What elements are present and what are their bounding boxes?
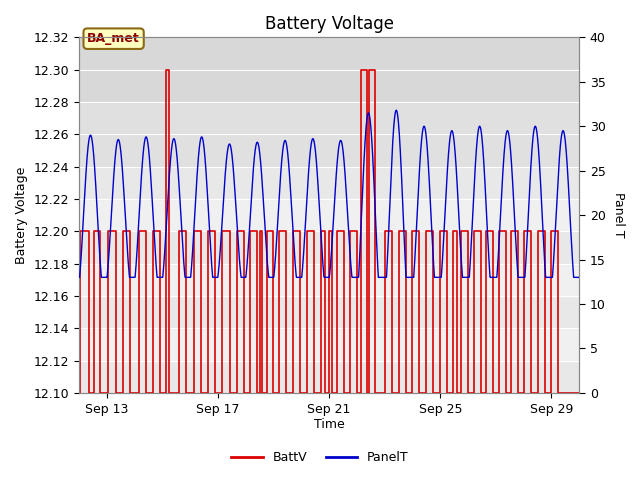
Bar (79, 70, 579, 102)
Bar (79, 134, 579, 167)
Bar (79, 296, 579, 328)
Bar (79, 360, 579, 393)
Bar (79, 199, 579, 231)
Y-axis label: Panel T: Panel T (612, 192, 625, 238)
Y-axis label: Battery Voltage: Battery Voltage (15, 167, 28, 264)
Bar (79, 231, 579, 264)
Title: Battery Voltage: Battery Voltage (264, 15, 394, 33)
Text: BA_met: BA_met (87, 32, 140, 45)
Bar (79, 37, 579, 70)
X-axis label: Time: Time (314, 419, 344, 432)
Legend: BattV, PanelT: BattV, PanelT (227, 446, 413, 469)
Bar (79, 37, 579, 102)
Bar (79, 102, 579, 167)
Bar (79, 264, 579, 296)
Bar (79, 102, 579, 134)
Bar (79, 167, 579, 199)
Bar (79, 328, 579, 360)
